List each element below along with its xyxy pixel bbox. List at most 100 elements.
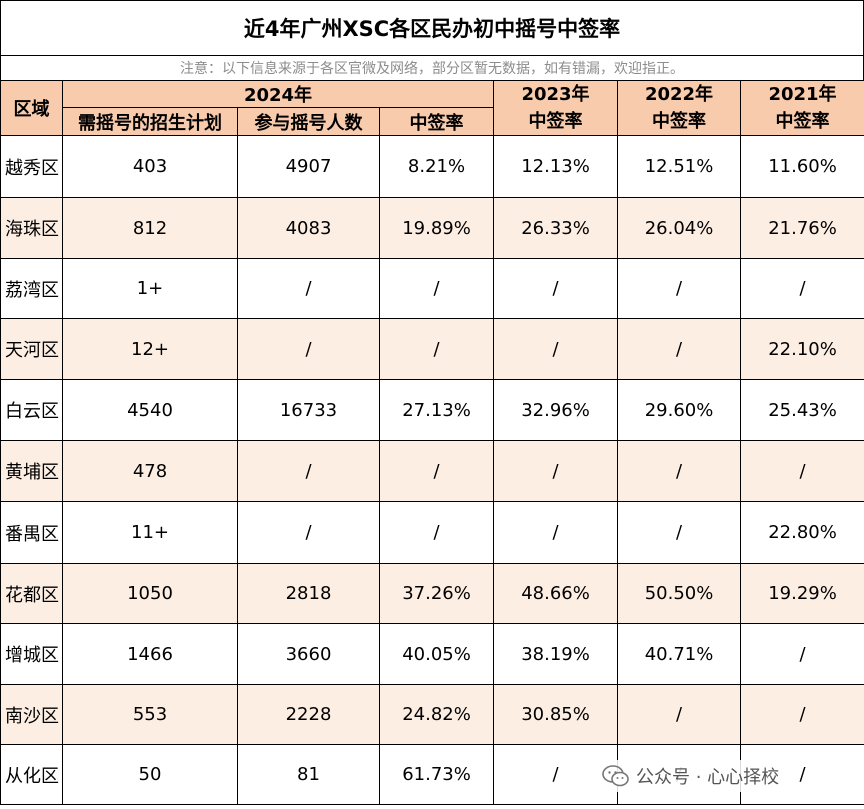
table-row: 白云区 4540 16733 27.13% 32.96% 29.60% 25.43% [0,379,864,441]
cell-r2021: 21.76% [740,197,864,259]
cell-r2021: 22.10% [740,318,864,380]
wechat-icon [602,765,629,787]
cell-plan: 4540 [62,379,238,441]
table-body: 越秀区 403 4907 8.21% 12.13% 12.51% 11.60% 海珠区 812 4… [0,135,864,805]
header-plan: 需摇号的招生计划 [62,107,238,136]
cell-plan: 1+ [62,258,238,319]
cell-r2023: / [493,318,619,380]
header-2023-year: 2023年 [521,84,590,105]
header-applicants: 参与摇号人数 [237,107,380,136]
cell-area: 从化区 [0,744,63,805]
table-row: 黄埔区 478// / / / [0,440,864,502]
cell-applicants: 2818 [237,563,380,624]
header-2023-rate: 中签率 [528,111,583,132]
cell-area: 荔湾区 [0,258,63,319]
cell-r2023: 26.33% [493,197,619,259]
cell-r2023: / [493,501,619,564]
cell-plan: 11+ [62,501,238,564]
cell-plan: 478 [62,440,238,502]
cell-applicants: 2228 [237,684,380,745]
cell-r2024: / [378,501,495,564]
cell-r2024: / [378,318,495,380]
cell-r2023: / [493,440,619,502]
cell-plan: 553 [62,684,238,745]
cell-r2022: / [617,318,742,380]
header-2022: 2022年 中签率 [617,80,742,136]
cell-applicants: 3660 [237,623,380,685]
table-row: 增城区 1466 3660 40.05% 38.19% 40.71% / [0,623,864,685]
cell-r2024: 24.82% [378,684,495,745]
cell-r2022: / [617,684,742,745]
cell-applicants: / [237,318,380,380]
table-row: 越秀区 403 4907 8.21% 12.13% 12.51% 11.60% [0,135,864,198]
header-2022-rate: 中签率 [652,111,707,132]
table-row: 海珠区 812 4083 19.89% 26.33% 26.04% 21.76% [0,197,864,259]
cell-r2024: 61.73% [378,744,495,805]
cell-r2021: / [740,684,864,745]
cell-plan: 50 [62,744,238,805]
cell-r2022: 40.71% [617,623,742,685]
header-rate-2024: 中签率 [378,107,495,136]
cell-r2021: 19.29% [740,563,864,624]
cell-area: 番禺区 [0,501,63,564]
header-2021: 2021年 中签率 [740,80,864,136]
source-note: 注意：以下信息来源于各区官微及网络，部分区暂无数据，如有错漏，欢迎指正。 [0,56,864,80]
cell-area: 海珠区 [0,197,63,259]
cell-r2021: / [740,258,864,319]
cell-r2022: 12.51% [617,135,742,198]
header-2021-rate: 中签率 [775,111,830,132]
cell-r2022: / [617,258,742,319]
cell-plan: 1050 [62,563,238,624]
cell-r2023: 30.85% [493,684,619,745]
header-area: 区域 [0,80,63,136]
cell-r2021: 22.80% [740,501,864,564]
cell-applicants: 81 [237,744,380,805]
table-row: 南沙区 553 2228 24.82% 30.85% / / [0,684,864,745]
cell-r2024: / [378,258,495,319]
cell-applicants: 16733 [237,379,380,441]
cell-applicants: 4907 [237,135,380,198]
cell-plan: 403 [62,135,238,198]
cell-plan: 1466 [62,623,238,685]
header-2021-year: 2021年 [768,84,837,105]
cell-r2021: / [740,623,864,685]
cell-area: 黄埔区 [0,440,63,502]
table-row: 番禺区 11+ / / //22.80% [0,501,864,564]
header-2024: 2024年 [61,80,495,108]
cell-r2022: / [617,440,742,502]
header-2023: 2023年 中签率 [493,80,619,136]
lottery-rate-table: 区域 2024年 2023年 中签率 2022年 中签率 2021年 中签率 需… [0,80,864,805]
table-row: 荔湾区 1+ / / / / / [0,258,864,319]
cell-applicants: / [237,501,380,564]
cell-r2024: 27.13% [378,379,495,441]
cell-plan: 812 [62,197,238,259]
cell-plan: 12+ [62,318,238,380]
watermark: 公众号 · 心心择校 [598,760,784,792]
cell-r2021: / [740,744,864,805]
cell-r2024: 19.89% [378,197,495,259]
cell-r2024: 40.05% [378,623,495,685]
table-row: 花都区 1050 2818 37.26% 48.66% 50.50% 19.29% [0,563,864,624]
cell-r2023: 12.13% [493,135,619,198]
table-row: 天河区 12+ / / //22.10% [0,318,864,380]
cell-r2024: / [378,440,495,502]
cell-r2022: / [617,501,742,564]
cell-r2023: 48.66% [493,563,619,624]
cell-r2023: / [493,258,619,319]
cell-r2021: 25.43% [740,379,864,441]
cell-area: 南沙区 [0,684,63,745]
cell-area: 白云区 [0,379,63,441]
page-title: 近4年广州XSC各区民办初中摇号中签率 [0,0,864,56]
cell-area: 增城区 [0,623,63,685]
cell-r2022: 50.50% [617,563,742,624]
watermark-text: 公众号 · 心心择校 [636,767,780,788]
cell-r2022: 26.04% [617,197,742,259]
cell-r2021: 11.60% [740,135,864,198]
cell-r2022: 29.60% [617,379,742,441]
header-2022-year: 2022年 [644,84,714,105]
cell-r2024: 37.26% [378,563,495,624]
cell-area: 越秀区 [0,135,63,198]
cell-area: 天河区 [0,318,63,380]
cell-r2021: / [740,440,864,502]
